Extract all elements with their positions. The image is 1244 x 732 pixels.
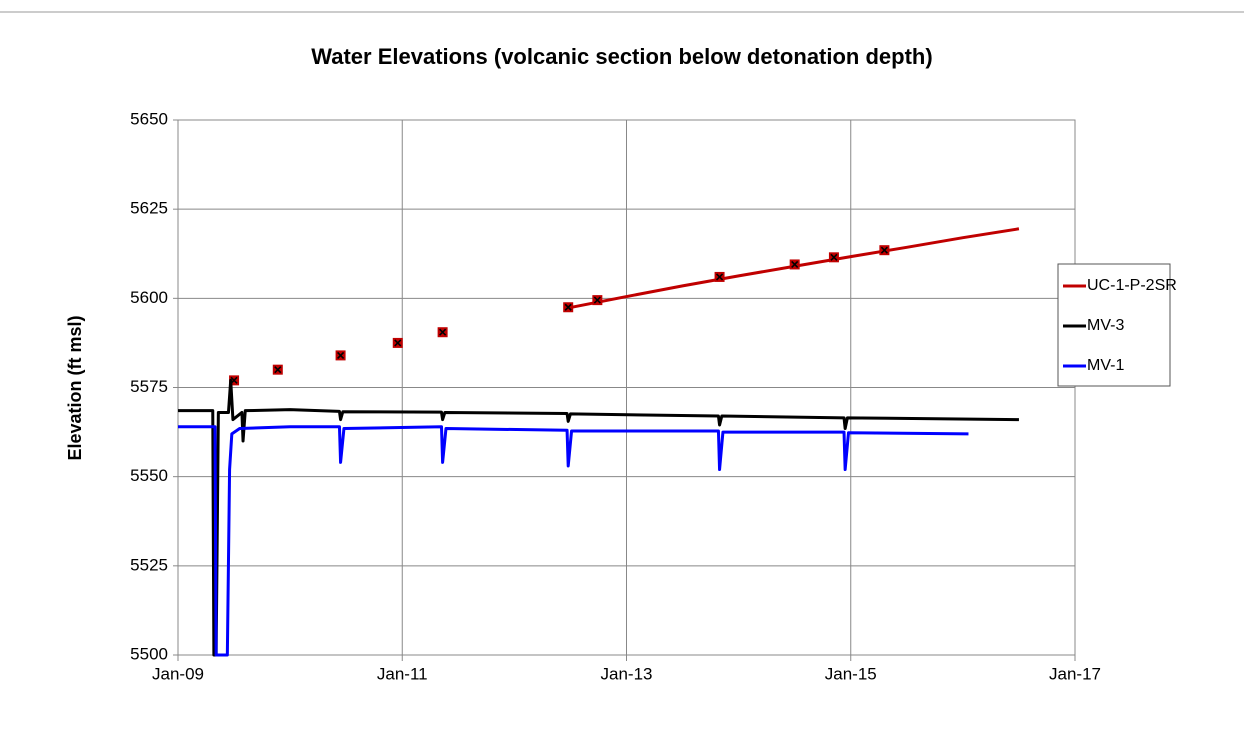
y-tick-label: 5625 [130,199,168,218]
y-tick-label: 5650 [130,109,168,128]
data-point [714,271,725,282]
point-cross [791,260,799,269]
data-point [828,252,839,263]
point-cross [337,351,345,359]
point-cross [439,328,447,336]
data-point [592,295,603,306]
x-tick-label: Jan-17 [1049,664,1101,683]
y-tick-label: 5600 [130,288,168,307]
chart-title: Water Elevations (volcanic section below… [311,44,932,69]
legend-label: MV-1 [1087,357,1124,374]
data-point [563,302,574,313]
series-line [178,425,969,657]
point-cross [593,296,601,304]
x-tick-label: Jan-09 [152,664,204,683]
x-tick-label: Jan-15 [825,664,877,683]
x-tick-label: Jan-11 [377,664,428,683]
point-cross [394,339,402,347]
y-tick-label: 5550 [130,466,168,485]
y-tick-label: 5525 [130,555,168,574]
data-point [437,327,448,338]
point-cross [830,253,838,261]
data-point [335,350,346,361]
point-cross [564,303,572,311]
x-tick-label: Jan-13 [601,664,653,683]
point-cross [880,246,888,254]
point-cross [715,273,724,281]
y-axis-label: Elevation (ft msl) [65,315,85,460]
data-point [879,245,890,256]
point-cross [274,366,282,374]
series-line [178,378,1019,657]
data-point [272,364,283,375]
data-point [789,259,800,270]
y-tick-label: 5500 [130,644,168,663]
y-tick-label: 5575 [130,377,168,396]
data-point [392,337,403,348]
legend-label: MV-3 [1087,317,1124,334]
plot-frame [177,119,1076,656]
legend-label: UC-1-P-2SR [1087,277,1177,294]
